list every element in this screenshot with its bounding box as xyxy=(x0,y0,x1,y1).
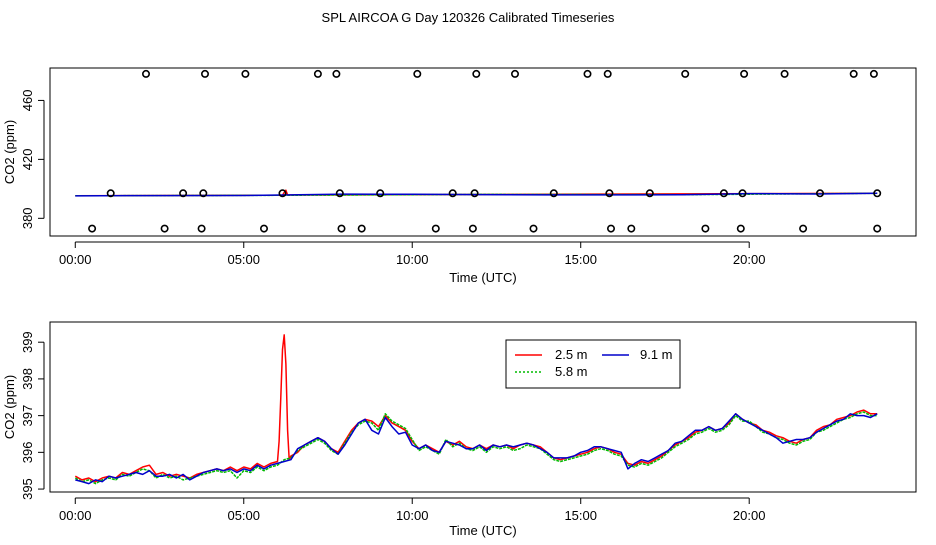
top-marker-circle xyxy=(549,189,558,198)
top-panel: 00:00 05:00 10:00 15:00 20:00 380 420 460 Time… xyxy=(2,67,917,285)
top-marker-circle xyxy=(738,189,747,198)
top-marker-circle xyxy=(199,189,208,198)
top-marker-circle xyxy=(337,224,346,233)
top-marker-circle xyxy=(278,189,287,198)
legend-label-5-8m: 5.8 m xyxy=(555,364,588,379)
top-series-line-9-1-m xyxy=(75,192,878,197)
top-marker-circle xyxy=(106,189,115,198)
top-marker-circle xyxy=(142,69,151,78)
bottom-y-axis-label: CO2 (ppm) xyxy=(2,375,17,439)
top-marker-circle xyxy=(583,69,592,78)
top-marker-circle xyxy=(472,69,481,78)
top-marker-circle xyxy=(606,224,615,233)
top-marker-circle xyxy=(681,69,690,78)
top-marker-circle xyxy=(603,69,612,78)
bottom-x-axis-label: Time (UTC) xyxy=(449,523,516,538)
bottom-series-line-5-8-m xyxy=(74,411,878,485)
bottom-y-tick-label: 397 xyxy=(20,405,35,427)
top-x-tick-label: 20:00 xyxy=(733,252,766,267)
top-marker-circle xyxy=(179,189,188,198)
top-plot-frame xyxy=(49,67,917,237)
top-marker-circle xyxy=(701,224,710,233)
top-marker-circle xyxy=(605,189,614,198)
top-marker-circle xyxy=(645,189,654,198)
top-marker-circle xyxy=(197,224,206,233)
bottom-x-tick-label: 15:00 xyxy=(564,508,597,523)
top-x-tick-label: 00:00 xyxy=(59,252,92,267)
bottom-y-tick-label: 398 xyxy=(20,368,35,390)
bottom-plot-frame xyxy=(49,321,917,493)
top-marker-circle xyxy=(736,224,745,233)
top-marker-circle xyxy=(529,224,538,233)
top-marker-circle xyxy=(335,189,344,198)
top-marker-circle xyxy=(873,224,882,233)
figure-title: SPL AIRCOA G Day 120326 Calibrated Times… xyxy=(322,10,615,25)
top-marker-circle xyxy=(719,189,728,198)
top-marker-circle xyxy=(241,69,250,78)
top-marker-circle xyxy=(313,69,322,78)
top-y-axis-label: CO2 (ppm) xyxy=(2,120,17,184)
top-marker-circle xyxy=(740,69,749,78)
bottom-x-tick-label: 05:00 xyxy=(227,508,260,523)
legend-label-9-1m: 9.1 m xyxy=(640,347,673,362)
top-x-tick-label: 10:00 xyxy=(396,252,429,267)
top-marker-circle xyxy=(431,224,440,233)
bottom-y-tick-label: 396 xyxy=(20,441,35,463)
top-x-tick-label: 15:00 xyxy=(564,252,597,267)
top-marker-circle xyxy=(510,69,519,78)
legend-box xyxy=(505,339,681,389)
top-x-axis-label: Time (UTC) xyxy=(449,270,516,285)
bottom-y-tick-label: 395 xyxy=(20,478,35,500)
top-marker-circle xyxy=(470,189,479,198)
legend: 2.5 m 9.1 m 5.8 m xyxy=(505,339,681,389)
top-marker-circle xyxy=(849,69,858,78)
top-marker-circle xyxy=(88,224,97,233)
top-marker-circle xyxy=(413,69,422,78)
top-marker-circle xyxy=(873,189,882,198)
top-marker-circle xyxy=(799,224,808,233)
top-marker-circle xyxy=(815,189,824,198)
top-marker-circle xyxy=(869,69,878,78)
bottom-series-line-9-1-m xyxy=(75,413,878,485)
top-y-tick-label: 460 xyxy=(20,90,35,112)
legend-label-2-5m: 2.5 m xyxy=(555,347,588,362)
bottom-y-tick-label: 399 xyxy=(20,331,35,353)
top-marker-circle xyxy=(780,69,789,78)
top-y-tick-label: 420 xyxy=(20,149,35,171)
bottom-panel: 00:00 05:00 10:00 15:00 20:00 395 396 397 398 39… xyxy=(2,321,917,538)
top-marker-circle xyxy=(448,189,457,198)
top-marker-circle xyxy=(627,224,636,233)
top-marker-circle xyxy=(259,224,268,233)
top-y-tick-label: 380 xyxy=(20,207,35,229)
bottom-x-tick-label: 00:00 xyxy=(59,508,92,523)
top-marker-circle xyxy=(376,189,385,198)
top-marker-circle xyxy=(160,224,169,233)
top-marker-circle xyxy=(468,224,477,233)
bottom-x-tick-label: 10:00 xyxy=(396,508,429,523)
top-marker-circle xyxy=(357,224,366,233)
top-x-tick-label: 05:00 xyxy=(227,252,260,267)
top-marker-circle xyxy=(332,69,341,78)
top-marker-circle xyxy=(201,69,210,78)
bottom-x-tick-label: 20:00 xyxy=(733,508,766,523)
